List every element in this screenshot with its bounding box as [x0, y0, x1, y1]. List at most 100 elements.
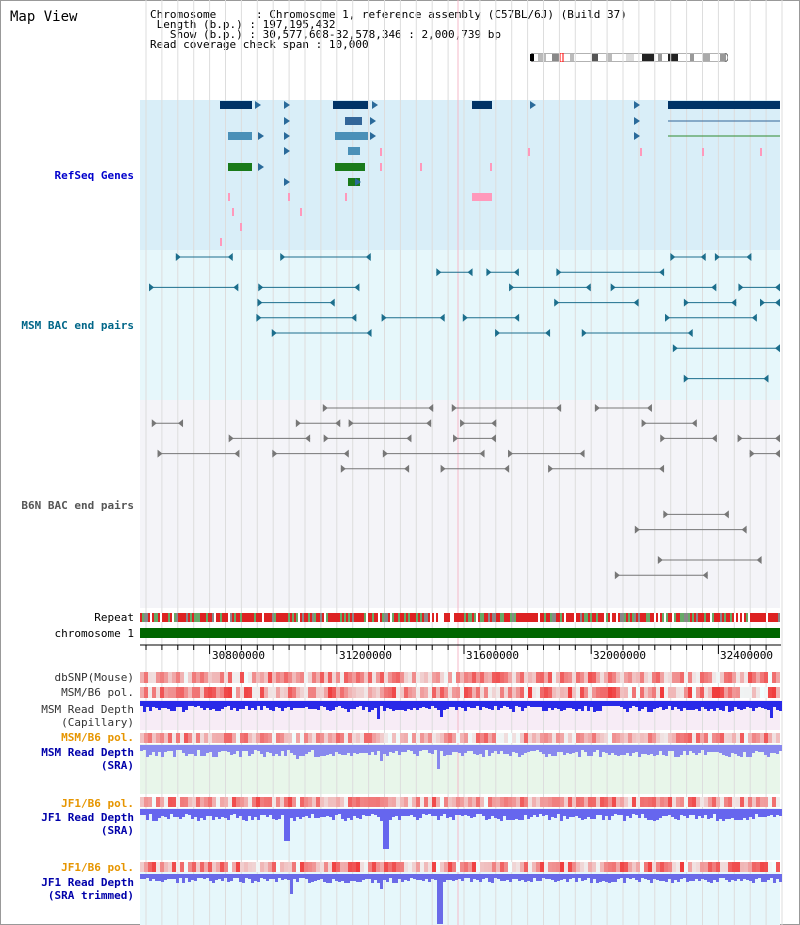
read-depth-bar: [428, 874, 431, 882]
polymorphism-cell: [472, 733, 476, 743]
polymorphism-cell: [164, 733, 168, 743]
read-depth-bar: [647, 809, 650, 820]
jf1-pol-label[interactable]: JF1/B6 pol.: [61, 797, 134, 810]
read-depth-bar: [380, 745, 383, 761]
read-depth-bar: [575, 809, 578, 816]
polymorphism-cell: [148, 733, 152, 743]
read-depth-bar: [398, 701, 401, 710]
read-depth-bar: [662, 809, 665, 816]
polymorphism-cell: [560, 733, 564, 743]
polymorphism-cell: [244, 733, 248, 743]
gene-model: [333, 101, 368, 109]
bac-end-marker: [323, 434, 329, 443]
read-depth-bar: [269, 874, 272, 879]
repeat-segment: [582, 613, 584, 622]
polymorphism-cell: [192, 862, 196, 872]
read-depth-bar: [557, 809, 560, 814]
read-depth-bar: [554, 745, 557, 756]
repeat-segment: [324, 613, 326, 622]
polymorphism-cell: [264, 797, 268, 807]
read-depth-bar: [716, 701, 719, 708]
polymorphism-cell: [252, 733, 256, 743]
read-depth-bar: [554, 701, 557, 708]
read-depth-bar: [779, 701, 782, 711]
polymorphism-cell: [240, 733, 244, 743]
polymorphism-cell: [400, 797, 404, 807]
polymorphism-cell: [180, 733, 184, 743]
read-depth-bar: [233, 874, 236, 878]
polymorphism-cell: [284, 672, 288, 683]
read-depth-bar: [347, 745, 350, 753]
axis-tick-label: 32000000: [593, 649, 646, 662]
read-depth-bar: [461, 874, 464, 881]
msm-depth-sra-label[interactable]: MSM Read Depth: [41, 746, 134, 759]
dbsnp-label[interactable]: dbSNP(Mouse): [54, 671, 134, 684]
repeat-segment: [314, 613, 316, 622]
bac-end-marker: [340, 464, 346, 473]
read-depth-bar: [287, 745, 290, 750]
msm-bac-label[interactable]: MSM BAC end pairs: [21, 319, 134, 332]
polymorphism-cell: [484, 687, 488, 698]
repeat-segment: [630, 613, 632, 622]
polymorphism-cell: [520, 672, 524, 683]
bac-end-marker: [280, 253, 286, 261]
refseq-genes-label[interactable]: RefSeq Genes: [54, 169, 134, 182]
read-depth-bar: [161, 809, 164, 816]
polymorphism-cell: [152, 672, 156, 683]
repeat-segment: [264, 613, 266, 622]
polymorphism-cell: [240, 797, 244, 807]
repeat-label[interactable]: Repeat: [94, 611, 134, 624]
polymorphism-cell: [508, 672, 512, 683]
read-depth-bar: [182, 809, 185, 817]
read-depth-bar: [299, 701, 302, 708]
read-depth-bar: [473, 701, 476, 708]
chromosome-ideogram[interactable]: [530, 53, 728, 62]
read-depth-bar: [707, 745, 710, 752]
msm-pol-sra-label[interactable]: MSM/B6 pol.: [61, 731, 134, 744]
repeat-segment: [378, 613, 380, 622]
read-depth-bar: [356, 745, 359, 754]
repeat-segment: [532, 613, 534, 622]
read-depth-bar: [449, 809, 452, 817]
read-depth-bar: [140, 701, 143, 706]
polymorphism-cell: [552, 862, 556, 872]
jf1-pol-trim-label[interactable]: JF1/B6 pol.: [61, 861, 134, 874]
read-depth-bar: [176, 745, 179, 750]
polymorphism-cell: [308, 862, 312, 872]
polymorphism-cell: [292, 733, 296, 743]
polymorphism-cell: [196, 672, 200, 683]
strand-arrow: [284, 178, 290, 186]
read-depth-bar: [632, 809, 635, 814]
read-depth-bar: [218, 745, 221, 752]
repeat-segment: [634, 613, 636, 622]
read-depth-bar: [590, 874, 593, 883]
polymorphism-cell: [316, 672, 320, 683]
read-depth-bar: [605, 874, 608, 882]
read-depth-bar: [410, 874, 413, 878]
b6n-bac-label[interactable]: B6N BAC end pairs: [21, 499, 134, 512]
polymorphism-cell: [408, 733, 412, 743]
msm-pol-label[interactable]: MSM/B6 pol.: [61, 686, 134, 699]
read-depth-bar: [356, 809, 359, 818]
polymorphism-cell: [180, 687, 184, 698]
read-depth-bar: [536, 701, 539, 707]
read-depth-bar: [521, 701, 524, 711]
chromosome-track-label[interactable]: chromosome 1: [54, 627, 134, 640]
repeat-segment: [740, 613, 742, 622]
bac-end-marker: [545, 329, 551, 337]
read-depth-bar: [497, 874, 500, 879]
polymorphism-cell: [696, 797, 700, 807]
jf1-depth-trim-label[interactable]: JF1 Read Depth: [41, 876, 134, 889]
repeat-segment: [402, 613, 404, 622]
read-depth-bar: [350, 874, 353, 881]
polymorphism-cell: [492, 687, 496, 698]
read-depth-bar: [509, 874, 512, 882]
jf1-depth-sra-label[interactable]: JF1 Read Depth: [41, 811, 134, 824]
repeat-segment: [608, 613, 610, 622]
read-depth-bar: [230, 701, 233, 710]
msm-depth-cap-label[interactable]: MSM Read Depth: [41, 703, 134, 716]
read-depth-bar: [692, 809, 695, 815]
read-depth-bar: [551, 745, 554, 756]
repeat-segment: [224, 613, 226, 622]
